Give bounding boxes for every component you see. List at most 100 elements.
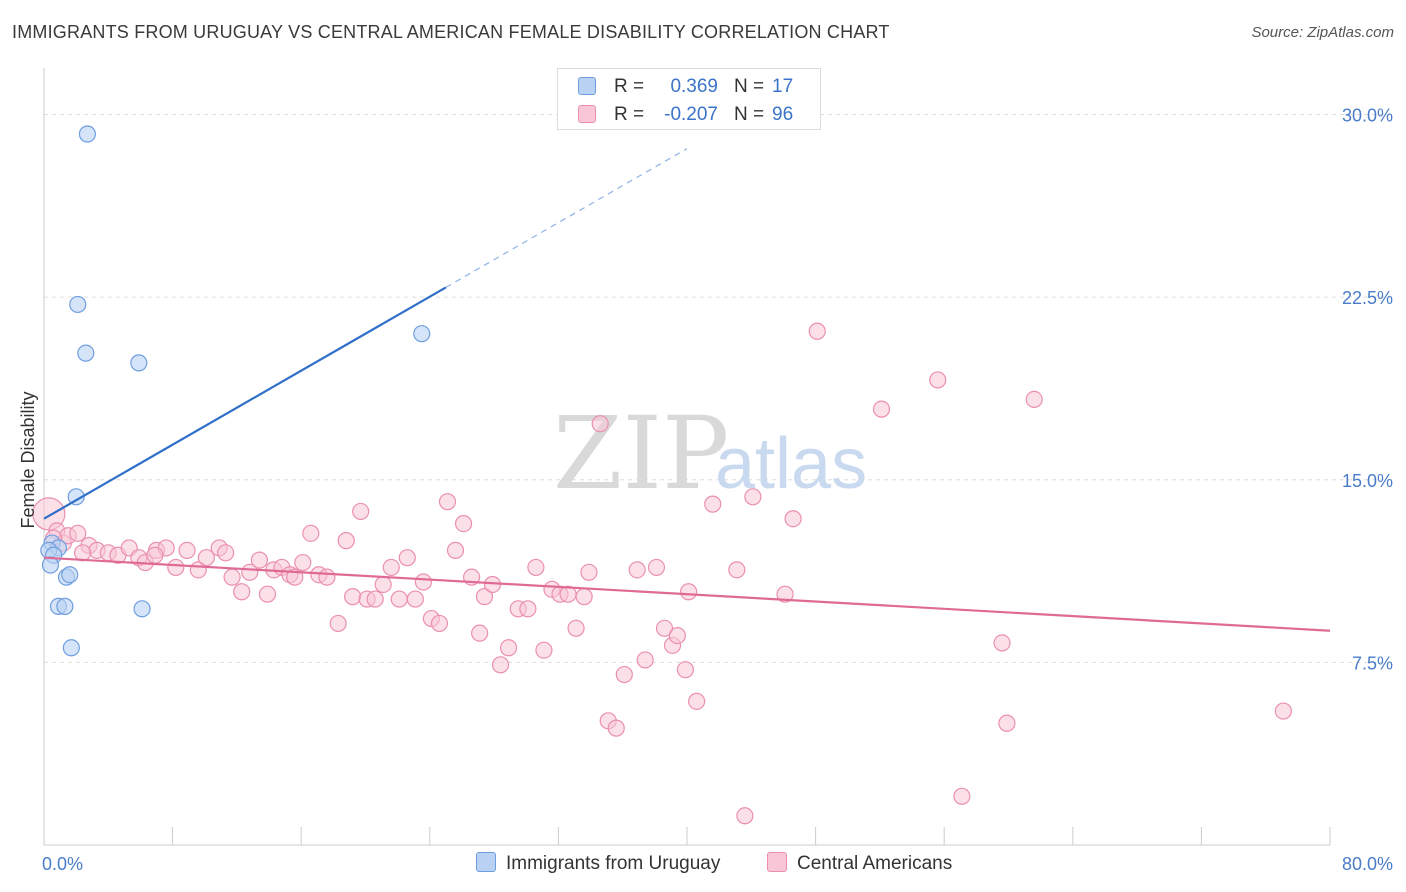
legend-item-central: Central Americans [767, 852, 952, 875]
central-americans-points [32, 322, 1292, 825]
central-american-point [223, 568, 241, 586]
central-american-point [390, 590, 408, 608]
legend-n-label: N = [734, 76, 765, 97]
uruguay-point [62, 639, 80, 657]
central-american-point [430, 614, 449, 633]
central-american-point [475, 588, 494, 606]
legend-label-uruguay: Immigrants from Uruguay [506, 853, 721, 874]
uruguay-point [69, 295, 87, 314]
central-american-point [527, 558, 545, 577]
central-american-point [146, 546, 164, 564]
axes [43, 68, 1331, 846]
y-tick-label: 22.5% [1342, 288, 1393, 308]
central-american-point [69, 524, 87, 542]
legend-r-label: R = [614, 76, 645, 97]
uruguay-trend-extension [445, 148, 688, 288]
central-american-point [374, 575, 392, 594]
central-american-point [647, 558, 666, 577]
central-american-point [607, 719, 625, 737]
central-american-point [167, 558, 185, 577]
central-american-point [1025, 390, 1043, 409]
x-tick-label: 0.0% [42, 854, 83, 874]
watermark: ZIP atlas [553, 395, 867, 512]
central-american-point [491, 656, 510, 674]
central-american-point [406, 590, 424, 608]
uruguay-point [133, 600, 151, 618]
y-tick-label: 15.0% [1342, 471, 1393, 491]
central-american-point [519, 600, 537, 618]
central-american-point [1274, 702, 1292, 720]
central-american-point [471, 624, 489, 642]
watermark-zip: ZIP [553, 395, 729, 512]
central-american-point [233, 583, 251, 601]
central-american-point [953, 787, 971, 805]
legend-n-value: 17 [772, 76, 794, 97]
central-american-point [615, 665, 633, 684]
x-tick-label: 80.0% [1342, 854, 1393, 874]
central-american-point [688, 692, 706, 710]
central-american-point [217, 544, 235, 562]
legend-row-uruguay: R = 0.369 N = 17 [558, 73, 820, 101]
watermark-atlas: atlas [715, 424, 867, 504]
central-american-point [337, 532, 355, 550]
central-american-point [446, 541, 465, 559]
central-american-point [591, 415, 609, 433]
uruguay-points [40, 125, 431, 657]
central-american-point [998, 714, 1016, 732]
central-american-point [178, 541, 196, 559]
central-american-point [344, 588, 362, 606]
central-american-point [329, 614, 347, 633]
uruguay-point [78, 125, 97, 143]
central-american-point [728, 561, 746, 579]
legend-row-central: R = -0.207 N = 96 [558, 101, 820, 129]
legend-r-value: 0.369 [670, 76, 718, 97]
central-american-point [872, 400, 891, 418]
central-american-point [636, 651, 654, 669]
legend-label-central: Central Americans [797, 853, 953, 874]
central-american-point [352, 502, 370, 521]
legend-n-label: N = [734, 104, 765, 125]
correlation-legend: R = 0.369 N = 17 R = -0.207 N = 96 [557, 68, 821, 130]
central-american-point [628, 561, 646, 579]
central-american-point [414, 573, 432, 591]
legend-swatch-central [767, 852, 787, 872]
uruguay-point [413, 325, 431, 343]
uruguay-point [56, 597, 74, 615]
legend-swatch-uruguay [578, 77, 596, 95]
uruguay-point [61, 566, 79, 584]
central-american-point [398, 549, 416, 567]
legend-item-uruguay: Immigrants from Uruguay [476, 852, 720, 875]
central-american-point [808, 322, 826, 340]
legend-n-value: 96 [772, 104, 794, 125]
trend-lines [43, 148, 1331, 632]
central-american-point [567, 619, 585, 637]
central-american-point [454, 514, 473, 533]
central-american-point [438, 493, 457, 511]
central-american-point [302, 524, 320, 542]
central-american-point [668, 626, 686, 645]
legend-swatch-uruguay [476, 852, 496, 872]
central-american-point [776, 585, 794, 603]
central-american-point [784, 510, 802, 528]
central-american-point [736, 807, 754, 825]
grid-lines [44, 114, 1392, 663]
central-american-point [575, 588, 593, 606]
central-american-point [197, 549, 215, 567]
central-american-point [535, 641, 553, 659]
central-american-point [929, 371, 947, 389]
uruguay-point [130, 354, 148, 372]
central-american-point [744, 488, 762, 506]
y-tick-label: 30.0% [1342, 106, 1393, 126]
central-american-point [294, 553, 312, 572]
legend-r-label: R = [614, 104, 645, 125]
central-american-point [258, 585, 277, 603]
source-label: Source: ZipAtlas.com [1251, 24, 1394, 41]
uruguay-point [77, 344, 95, 362]
central-american-point [676, 661, 694, 679]
central-trend-line [43, 556, 1331, 632]
central-american-point [499, 639, 518, 657]
central-american-point [680, 583, 698, 601]
uruguay-trend-line [43, 286, 447, 520]
legend-r-value: -0.207 [664, 104, 718, 125]
